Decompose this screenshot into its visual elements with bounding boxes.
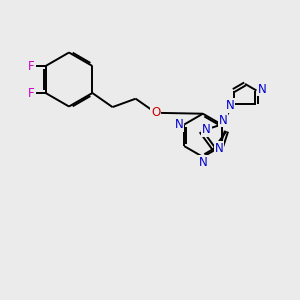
Text: F: F	[28, 59, 34, 73]
Text: N: N	[174, 118, 183, 131]
Text: N: N	[226, 99, 234, 112]
Text: O: O	[151, 106, 160, 119]
Text: F: F	[28, 86, 34, 100]
Text: N: N	[199, 156, 207, 169]
Text: N: N	[219, 113, 227, 127]
Text: N: N	[257, 82, 266, 95]
Text: N: N	[202, 123, 211, 136]
Text: N: N	[215, 142, 224, 155]
